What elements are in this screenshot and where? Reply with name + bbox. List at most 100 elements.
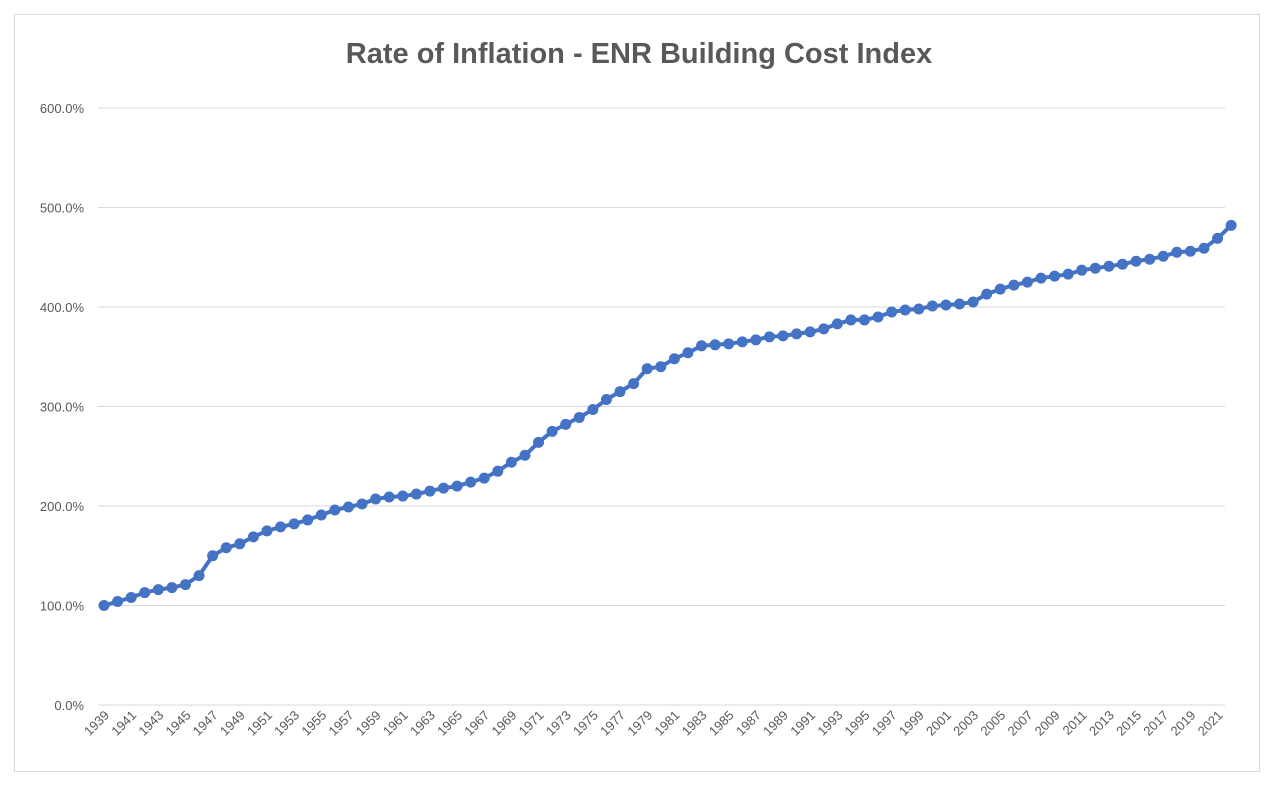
data-point (886, 306, 897, 317)
data-point (1144, 254, 1155, 265)
data-point (234, 538, 245, 549)
data-point (424, 486, 435, 497)
x-tick-label: 1971 (516, 708, 547, 739)
data-point (465, 477, 476, 488)
x-tick-label: 1967 (461, 708, 492, 739)
x-axis-ticks: 1939194119431945194719491951195319551957… (81, 708, 1226, 739)
data-point (289, 518, 300, 529)
data-point (791, 328, 802, 339)
x-tick-label: 2011 (1059, 708, 1089, 738)
x-tick-label: 1949 (217, 708, 248, 739)
y-tick-label: 500.0% (40, 201, 85, 216)
data-point (710, 339, 721, 350)
y-tick-label: 400.0% (40, 300, 85, 315)
x-tick-label: 1979 (624, 708, 655, 739)
data-point (1022, 277, 1033, 288)
data-point (384, 492, 395, 503)
data-point (995, 284, 1006, 295)
x-tick-label: 1991 (787, 708, 818, 739)
data-point (533, 437, 544, 448)
x-tick-label: 1953 (271, 708, 302, 739)
data-point (519, 450, 530, 461)
x-tick-label: 1981 (651, 708, 682, 739)
data-point (357, 499, 368, 510)
x-tick-label: 2009 (1032, 708, 1063, 739)
data-point (615, 386, 626, 397)
data-point (682, 347, 693, 358)
data-point (818, 323, 829, 334)
data-point (316, 509, 327, 520)
data-point (628, 378, 639, 389)
x-tick-label: 2003 (950, 708, 981, 739)
x-tick-label: 2013 (1086, 708, 1117, 739)
data-point (194, 570, 205, 581)
x-tick-label: 1987 (733, 708, 764, 739)
x-tick-label: 2005 (977, 708, 1008, 739)
data-point (940, 300, 951, 311)
data-point (832, 318, 843, 329)
data-point (669, 353, 680, 364)
data-point (370, 494, 381, 505)
data-point (1036, 273, 1047, 284)
data-point (642, 363, 653, 374)
data-point (968, 297, 979, 308)
x-tick-label: 2015 (1113, 708, 1144, 739)
data-point (329, 504, 340, 515)
data-point (1063, 269, 1074, 280)
data-point (859, 314, 870, 325)
x-tick-label: 1965 (434, 708, 465, 739)
data-point (1185, 246, 1196, 257)
data-point (1212, 233, 1223, 244)
data-point (1117, 259, 1128, 270)
x-tick-label: 1939 (81, 708, 112, 739)
data-point (737, 336, 748, 347)
data-point (452, 481, 463, 492)
y-tick-label: 0.0% (54, 698, 84, 713)
data-point (1076, 265, 1087, 276)
x-tick-label: 1985 (706, 708, 737, 739)
data-point (248, 531, 259, 542)
data-point (927, 301, 938, 312)
y-tick-label: 300.0% (40, 400, 85, 415)
data-point (221, 542, 232, 553)
x-tick-label: 1995 (842, 708, 873, 739)
data-point (601, 394, 612, 405)
y-tick-label: 200.0% (40, 499, 85, 514)
data-point (506, 457, 517, 468)
x-tick-label: 1959 (353, 708, 384, 739)
data-point (845, 314, 856, 325)
x-tick-label: 1989 (760, 708, 791, 739)
data-point (126, 592, 137, 603)
data-point (1198, 243, 1209, 254)
data-point (805, 326, 816, 337)
data-point (166, 582, 177, 593)
data-point (1171, 247, 1182, 258)
data-point (655, 361, 666, 372)
x-tick-label: 2007 (1005, 708, 1036, 739)
x-tick-label: 2019 (1167, 708, 1198, 739)
data-point (479, 473, 490, 484)
data-point (587, 404, 598, 415)
x-tick-label: 1961 (380, 708, 411, 739)
x-tick-label: 1993 (814, 708, 845, 739)
data-point (411, 489, 422, 500)
x-tick-label: 1951 (244, 708, 275, 739)
data-point (900, 304, 911, 315)
data-point (153, 584, 164, 595)
x-tick-label: 2001 (923, 708, 954, 739)
x-tick-label: 1973 (543, 708, 574, 739)
x-tick-label: 1983 (679, 708, 710, 739)
data-point (696, 340, 707, 351)
data-point (397, 491, 408, 502)
x-tick-label: 2021 (1195, 708, 1226, 739)
data-point (112, 596, 123, 607)
data-point (778, 330, 789, 341)
series-polyline (104, 225, 1231, 605)
y-tick-label: 600.0% (40, 101, 85, 116)
data-point (560, 419, 571, 430)
data-point (99, 600, 110, 611)
data-point (1226, 220, 1237, 231)
data-point (1049, 271, 1060, 282)
data-point (750, 334, 761, 345)
